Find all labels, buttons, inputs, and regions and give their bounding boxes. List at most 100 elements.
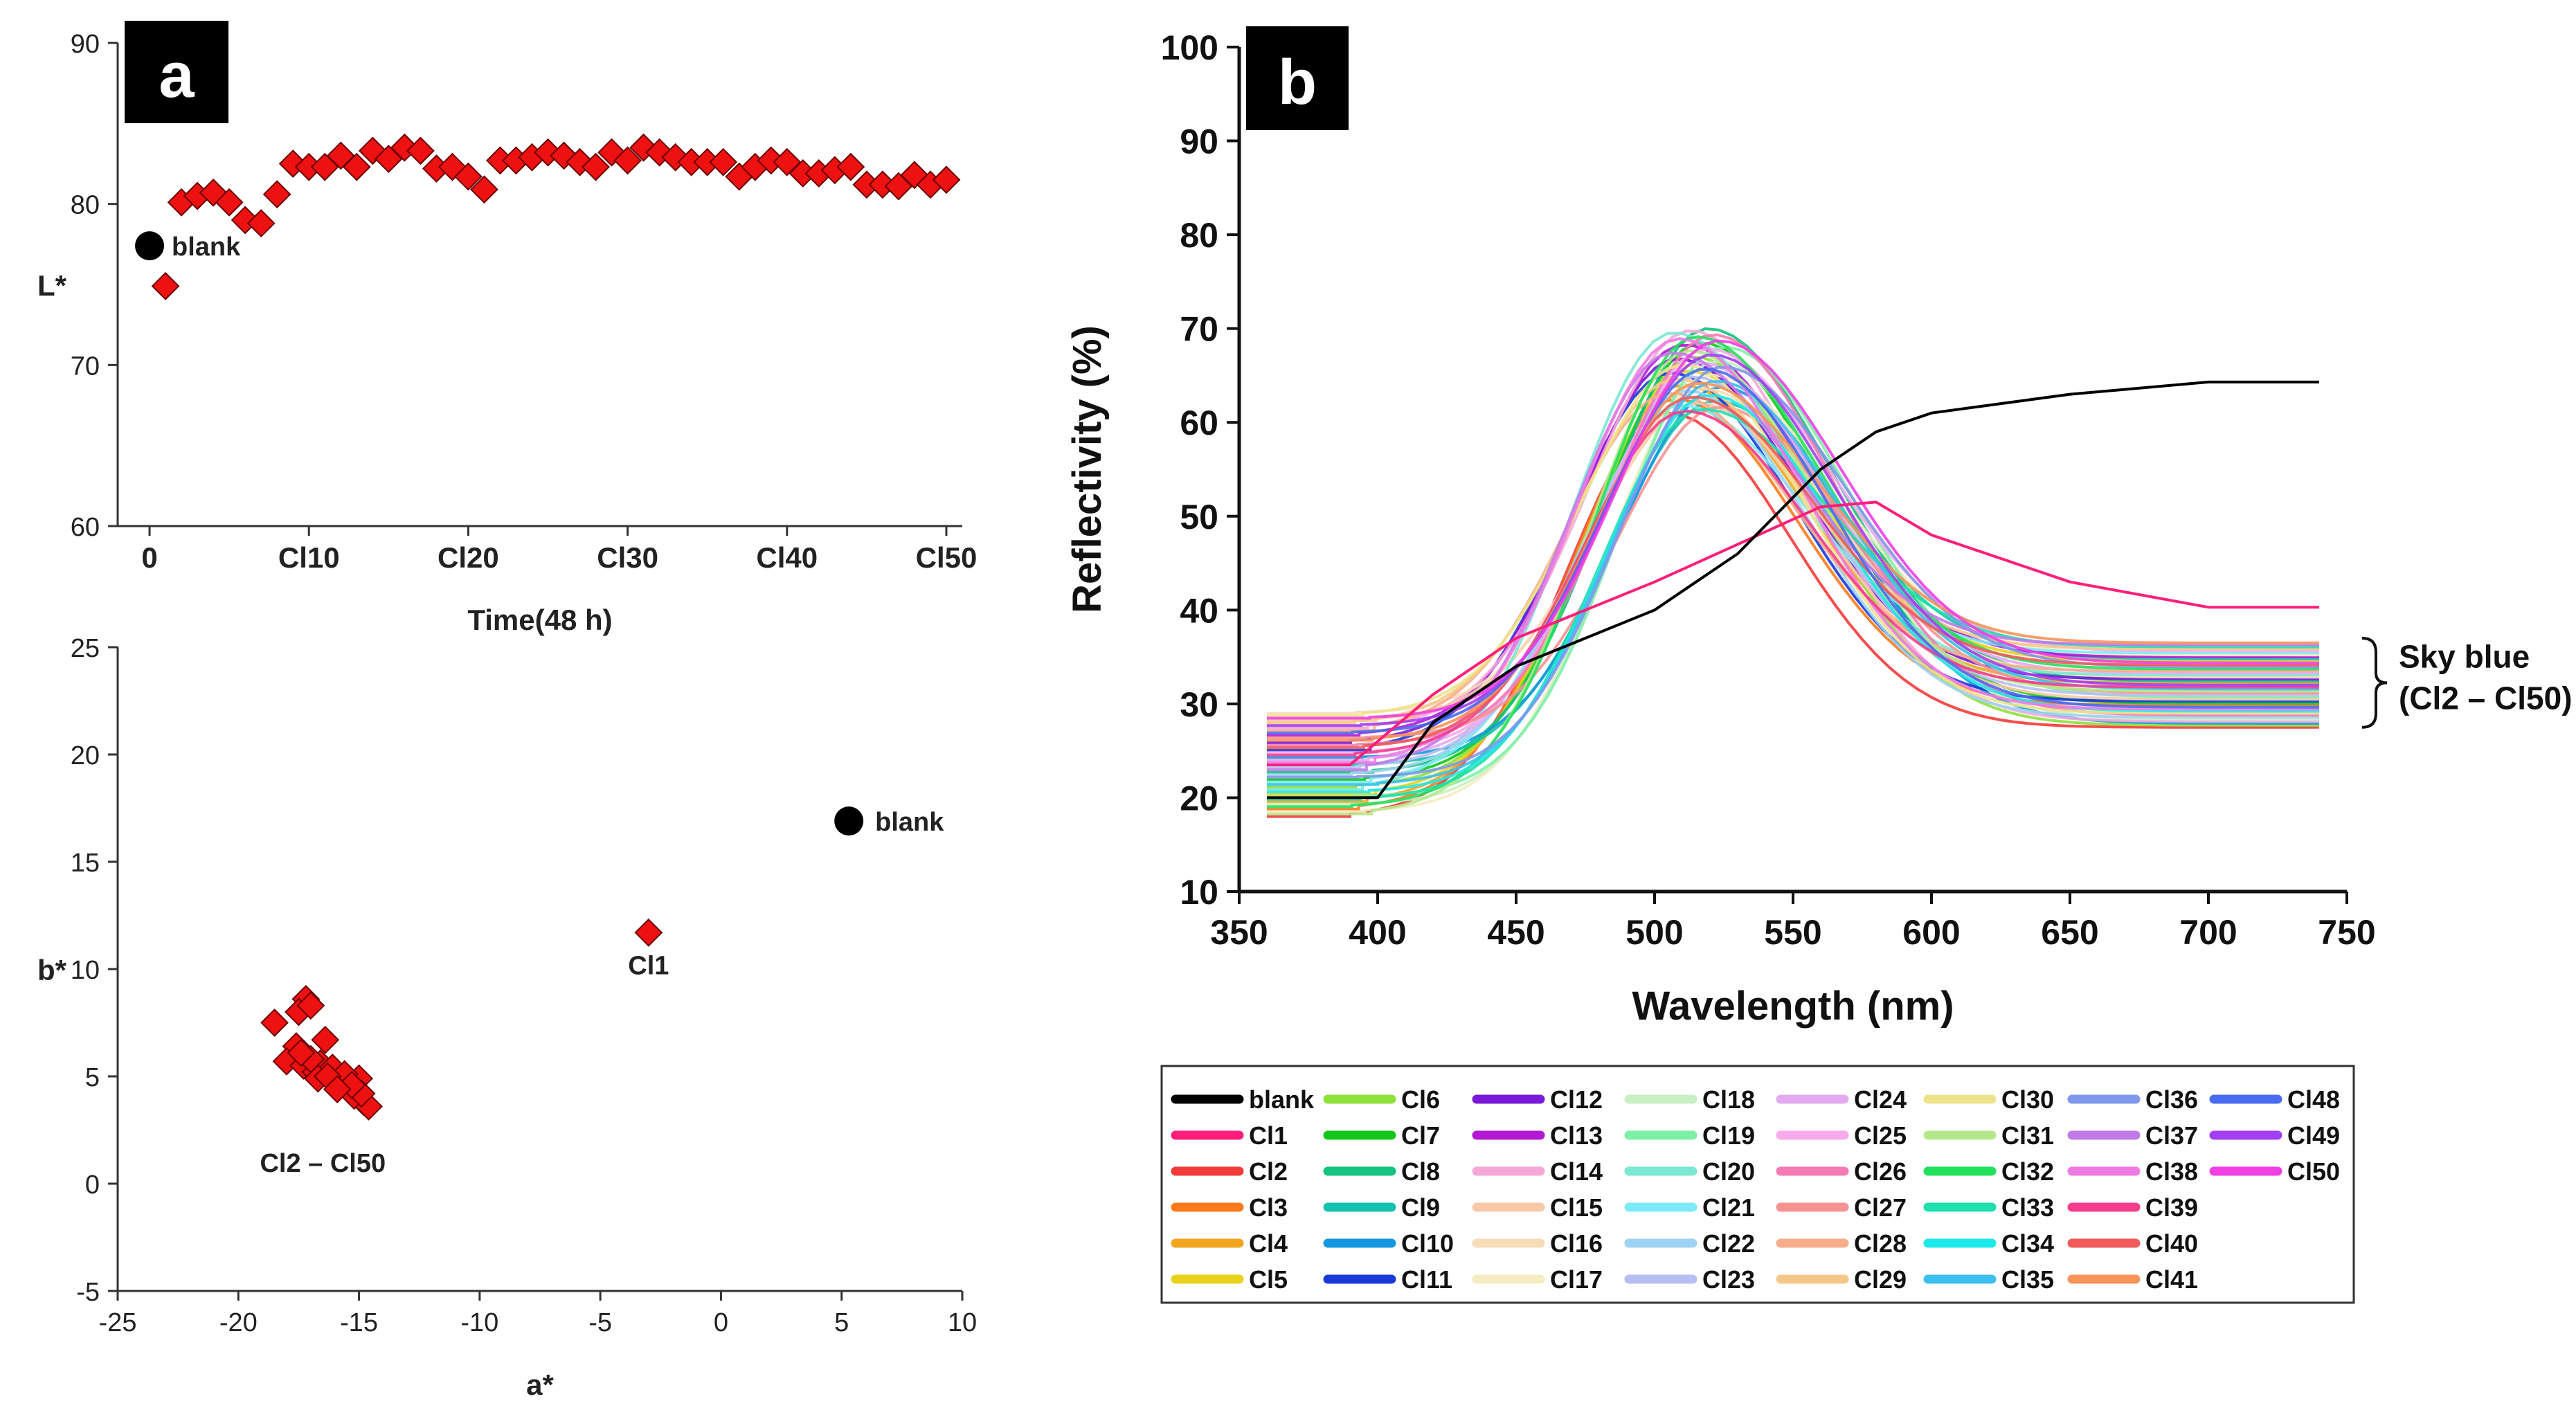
y-tick-label: 30: [1180, 685, 1218, 724]
legend-label: Cl9: [1401, 1193, 1440, 1222]
series-line-cl41: [1267, 381, 2320, 742]
x-tick-label: 5: [834, 1308, 849, 1337]
x-tick-label: 10: [948, 1308, 977, 1337]
x-tick-label: Cl10: [278, 541, 340, 574]
legend-label: Cl36: [2145, 1085, 2198, 1114]
legend-label: Cl50: [2287, 1157, 2340, 1186]
y-tick-label: 80: [1180, 216, 1218, 255]
panel-a-label: a: [159, 40, 195, 111]
x-tick-label: Cl40: [756, 541, 818, 574]
series-line-cl6: [1267, 356, 2320, 788]
blank-point: [135, 231, 165, 261]
data-point: [470, 175, 498, 204]
data-point: [342, 152, 371, 181]
data-point: [454, 162, 483, 191]
y-tick-label: 60: [1180, 404, 1218, 442]
y-tick-label: 20: [1180, 779, 1218, 817]
x-tick-label: 0: [141, 541, 157, 574]
legend-label: Cl17: [1550, 1265, 1603, 1294]
x-tick-label: -15: [340, 1308, 378, 1337]
y-tick-label: 80: [71, 191, 100, 220]
y-tick-label: 10: [71, 956, 100, 985]
series-line-cl1: [1267, 500, 2319, 766]
data-point: [932, 165, 961, 195]
y-tick-label: 70: [1180, 310, 1218, 349]
legend-label: Cl28: [1854, 1229, 1907, 1258]
panel-b-label: b: [1278, 47, 1317, 118]
data-point: [151, 271, 180, 300]
legend-label: Cl33: [2001, 1193, 2054, 1222]
x-tick-label: 450: [1487, 913, 1544, 952]
legend-label: Cl34: [2001, 1229, 2054, 1258]
x-tick-label: 750: [2318, 913, 2375, 952]
y-axis-title: L*: [37, 269, 67, 302]
x-tick-label: 600: [1902, 913, 1960, 952]
y-tick-label: 70: [71, 352, 100, 381]
legend-label: Cl1: [1249, 1121, 1288, 1150]
legend-label: Cl49: [2287, 1121, 2340, 1150]
cluster-annotation: Cl2 – Cl50: [260, 1149, 386, 1178]
x-tick-label: 700: [2179, 913, 2237, 952]
legend-label: Cl16: [1550, 1229, 1603, 1258]
y-tick-label: 20: [71, 741, 100, 770]
legend-label: Cl5: [1249, 1265, 1288, 1294]
sky-blue-bracket: [2361, 637, 2388, 729]
x-tick-label: Cl50: [916, 541, 978, 574]
legend-label: Cl4: [1249, 1229, 1288, 1258]
y-tick-label: 25: [71, 634, 100, 663]
data-point: [709, 147, 738, 177]
data-point: [215, 188, 244, 217]
legend-label: Cl40: [2145, 1229, 2198, 1258]
x-axis-title: a*: [526, 1368, 554, 1401]
cl1-annotation: Cl1: [628, 951, 669, 980]
legend-label: Cl48: [2287, 1085, 2340, 1114]
y-tick-label: 10: [1180, 873, 1218, 912]
data-point: [323, 1075, 352, 1104]
legend-label: Cl26: [1854, 1157, 1907, 1186]
legend-label: Cl14: [1550, 1157, 1603, 1186]
x-tick-label: Cl20: [438, 541, 499, 574]
legend-label: Cl30: [2001, 1085, 2054, 1114]
chart-a-top: 60 70 80 90 0 Cl10 Cl20 Cl30 Cl40 Cl50 Time(48 h) L…: [37, 30, 977, 636]
data-point: [287, 1038, 316, 1067]
y-tick-label: 15: [71, 849, 100, 878]
y-axis-title: Reflectivity (%): [1065, 325, 1110, 613]
legend-label: Cl8: [1401, 1157, 1440, 1186]
series-line-blank: [1267, 380, 2319, 799]
y-tick-label: 90: [71, 30, 100, 59]
blank-annotation: blank: [875, 808, 944, 837]
series-line-cl39: [1267, 409, 2320, 757]
y-tick-label: 100: [1161, 28, 1218, 67]
y-tick-label: 5: [85, 1063, 100, 1092]
x-tick-label: 550: [1764, 913, 1821, 952]
cl1-point: [634, 918, 663, 947]
series-line-cl48: [1267, 368, 2320, 734]
data-point: [613, 146, 642, 175]
series-line-cl22: [1267, 389, 2320, 777]
legend-label: Cl2: [1249, 1157, 1288, 1186]
x-tick-label: -25: [99, 1308, 137, 1337]
legend-label: Cl38: [2145, 1157, 2198, 1186]
x-axis-title: Time(48 h): [467, 604, 612, 636]
legend-label: Cl11: [1401, 1265, 1452, 1294]
legend-label: Cl25: [1854, 1121, 1907, 1150]
data-point: [406, 136, 435, 165]
legend-label: Cl39: [2145, 1193, 2198, 1222]
chart-a-bottom: -5 0 5 10 15 20 25 -25 -20 -15 -10 -5 0 5 10 a* b* Cl1 bla…: [37, 634, 977, 1401]
x-axis-title: Wavelength (nm): [1632, 984, 1954, 1029]
series-line-cl50: [1267, 339, 2320, 720]
x-tick-label: Cl30: [597, 541, 658, 574]
legend-label: Cl18: [1702, 1085, 1755, 1114]
bracket-label-line2: (Cl2 – Cl50): [2399, 680, 2573, 716]
y-tick-label: -5: [76, 1278, 100, 1307]
legend-label: Cl22: [1702, 1229, 1755, 1258]
legend-label: Cl20: [1702, 1157, 1755, 1186]
legend-label: Cl35: [2001, 1265, 2054, 1294]
legend-label: Cl24: [1854, 1085, 1907, 1114]
data-point: [311, 1025, 340, 1054]
data-point: [260, 1009, 289, 1037]
data-point: [246, 209, 276, 238]
x-tick-label: 0: [714, 1308, 728, 1337]
legend-label: Cl6: [1401, 1085, 1440, 1114]
